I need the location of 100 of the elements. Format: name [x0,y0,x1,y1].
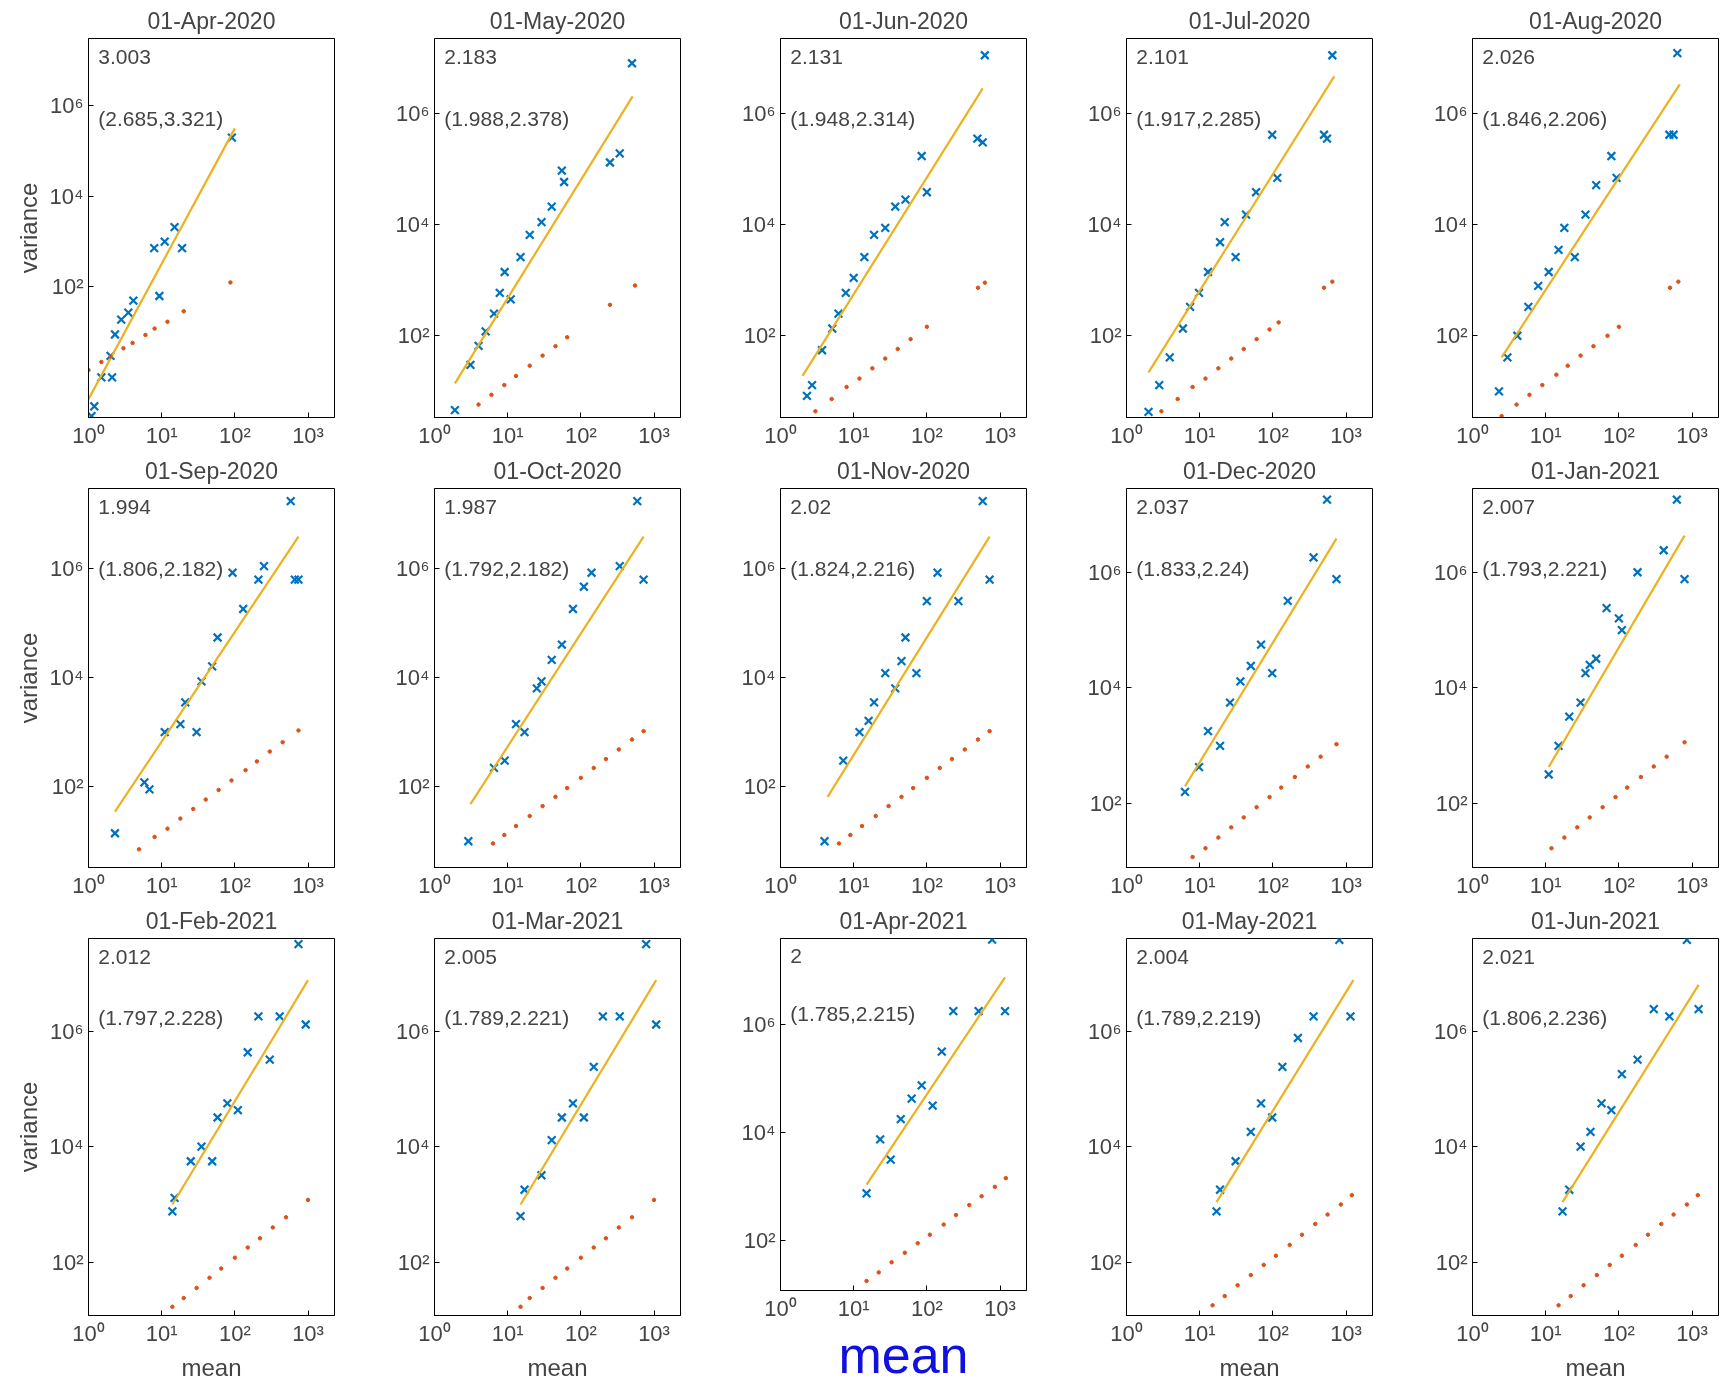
x-tick-label: 10¹ [491,1320,524,1346]
x-tick-label: 10² [564,1320,597,1346]
x-tick-label: 10⁰ [1110,422,1143,448]
x-tick-label: 10¹ [837,872,870,898]
x-tick-label: 10³ [638,872,670,898]
x-tick-label: 10¹ [491,422,524,448]
y-tick-label: 10⁴ [1087,1134,1122,1160]
y-tick-label: 10⁶ [741,100,776,126]
y-tick-label: 10⁴ [1087,211,1122,237]
annotation: (1.806,2.236) [1482,1006,1608,1030]
annotation: (1.824,2.216) [790,556,916,580]
point [1581,1283,1586,1288]
chart-title: 01-May-2020 [489,7,626,34]
x-tick-label: 10² [218,1320,251,1346]
annotation: 2.02 [790,494,832,518]
chart-title: 01-Sep-2020 [145,457,278,484]
annotation: (1.806,2.182) [98,556,224,580]
point [889,1260,894,1265]
annotation: 2.183 [444,44,497,68]
point [1222,1293,1227,1299]
chart-title: 01-Jun-2020 [838,7,969,34]
annotation: 2.005 [444,944,497,968]
x-tick-label: 10⁰ [72,422,105,448]
point [915,1241,920,1246]
x-tick-label: 10¹ [1183,872,1216,898]
chart-title: 01-May-2021 [1181,907,1318,934]
x-axis-title: mean [1219,1353,1280,1381]
point [1325,1212,1330,1217]
x-tick-label: 10⁰ [72,1320,105,1346]
annotation: (1.792,2.182) [444,556,570,580]
y-tick-label: 10² [397,323,430,349]
chart-title: 01-Jul-2020 [1188,7,1311,34]
x-tick-label: 10⁰ [1110,872,1143,898]
x-axis-title: mean [181,1353,242,1381]
point [1349,1192,1355,1198]
y-tick-label: 10⁶ [741,555,776,581]
x-tick-label: 10¹ [837,1295,870,1321]
y-axis-title: variance [14,182,42,274]
annotation: 2.012 [98,944,151,968]
x-tick-label: 10¹ [1529,872,1562,898]
x-tick-label: 10³ [1676,872,1708,898]
y-axis-title: variance [14,1081,42,1173]
annotation: (1.833,2.24) [1136,556,1250,580]
y-tick-label: 10⁶ [1433,559,1468,585]
x-tick-label: 10³ [292,872,324,898]
y-tick-label: 10⁴ [1433,211,1468,237]
chart-title: 01-Feb-2021 [145,907,278,934]
x-tick-label: 10⁰ [418,872,451,898]
x-tick-label: 10¹ [1529,1320,1562,1346]
x-tick-label: 10¹ [1529,422,1562,448]
y-tick-label: 10⁴ [1087,675,1122,701]
y-tick-label: 10² [397,774,430,800]
y-tick-label: 10² [1089,1249,1122,1275]
y-tick-label: 10⁶ [49,555,84,581]
point [1568,1293,1573,1299]
x-tick-label: 10³ [292,422,324,448]
point [1248,1272,1254,1278]
point [1299,1232,1305,1237]
x-tick-label: 10⁰ [1456,422,1489,448]
x-tick-label: 10⁰ [418,1320,451,1346]
point [1607,1262,1612,1268]
y-tick-label: 10⁶ [395,1018,430,1044]
x-axis-title: mean [527,1353,588,1381]
annotation: (1.917,2.285) [1136,106,1262,130]
y-tick-label: 10² [1435,323,1468,349]
x-tick-label: 10² [1602,872,1635,898]
y-tick-label: 10⁴ [49,183,84,209]
chart-title: 01-Apr-2020 [147,7,276,34]
annotation: 2.101 [1136,44,1189,68]
annotation: 1.994 [98,494,152,518]
point [1594,1272,1600,1278]
y-tick-label: 10² [51,1249,84,1275]
y-tick-label: 10⁶ [741,1012,776,1038]
y-tick-label: 10⁴ [741,1120,776,1146]
point [1261,1262,1266,1268]
y-tick-label: 10⁶ [395,100,430,126]
annotation: (1.988,2.378) [444,106,570,130]
point [1556,1303,1561,1308]
chart-title: 01-Nov-2020 [837,457,970,484]
y-tick-label: 10⁴ [741,211,776,237]
annotation: 2.021 [1482,944,1535,968]
annotation: 2.007 [1482,494,1535,518]
chart-title: 01-Mar-2021 [491,907,624,934]
y-tick-label: 10² [51,274,84,300]
y-tick-label: 10⁴ [741,664,776,690]
point [1003,1175,1009,1181]
x-tick-label: 10² [1602,1320,1635,1346]
annotation: 2.026 [1482,44,1535,68]
annotation: (1.789,2.219) [1136,1006,1262,1030]
y-tick-label: 10² [1435,1249,1468,1275]
annotation: (1.948,2.314) [790,106,916,130]
x-tick-label: 10² [1256,422,1289,448]
x-tick-label: 10⁰ [764,1295,797,1321]
chart-title: 01-Jan-2021 [1530,457,1661,484]
point [1693,1004,1704,1015]
point [979,1193,984,1199]
x-tick-label: 10³ [984,1295,1016,1321]
annotation: 2 [790,944,803,968]
annotation: 2.037 [1136,494,1189,518]
annotation: 3.003 [98,44,151,68]
